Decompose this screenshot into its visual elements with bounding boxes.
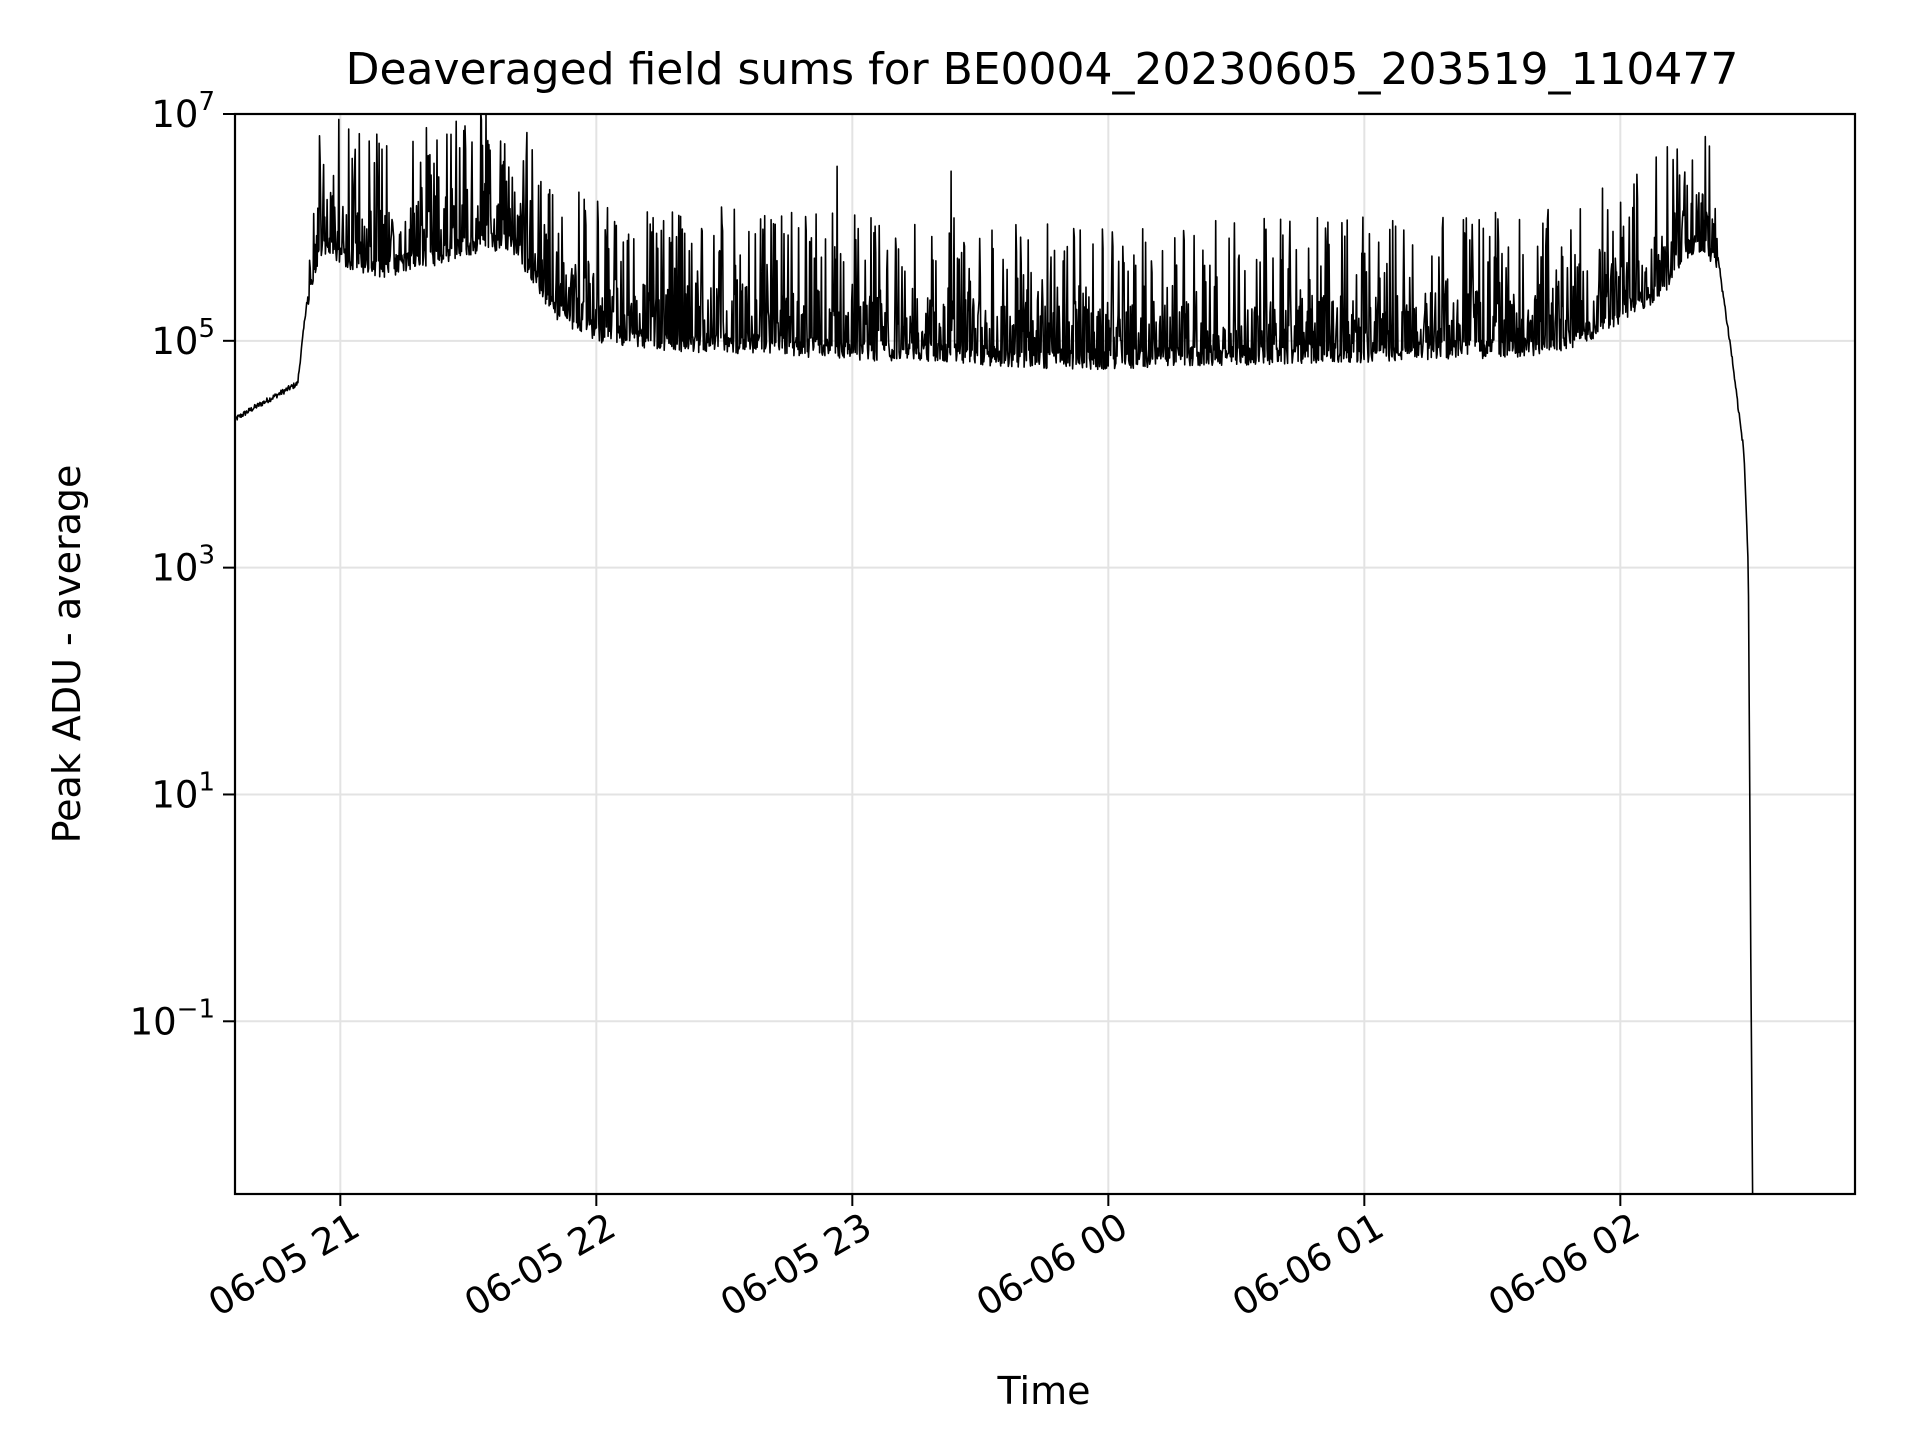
y-axis-label: Peak ADU - average xyxy=(45,465,89,844)
x-axis-label: Time xyxy=(997,1369,1091,1413)
y-tick-label: 10−1 xyxy=(130,994,215,1043)
series-line xyxy=(235,114,1754,1194)
y-tick-label: 107 xyxy=(151,87,215,136)
y-tick-label: 105 xyxy=(151,314,215,363)
y-tick-label: 101 xyxy=(151,767,215,816)
tick-marks xyxy=(223,113,1622,1206)
chart-title: Deaveraged field sums for BE0004_2023060… xyxy=(346,44,1739,95)
y-tick-label: 103 xyxy=(151,541,215,590)
plot-frame xyxy=(233,112,1857,1196)
